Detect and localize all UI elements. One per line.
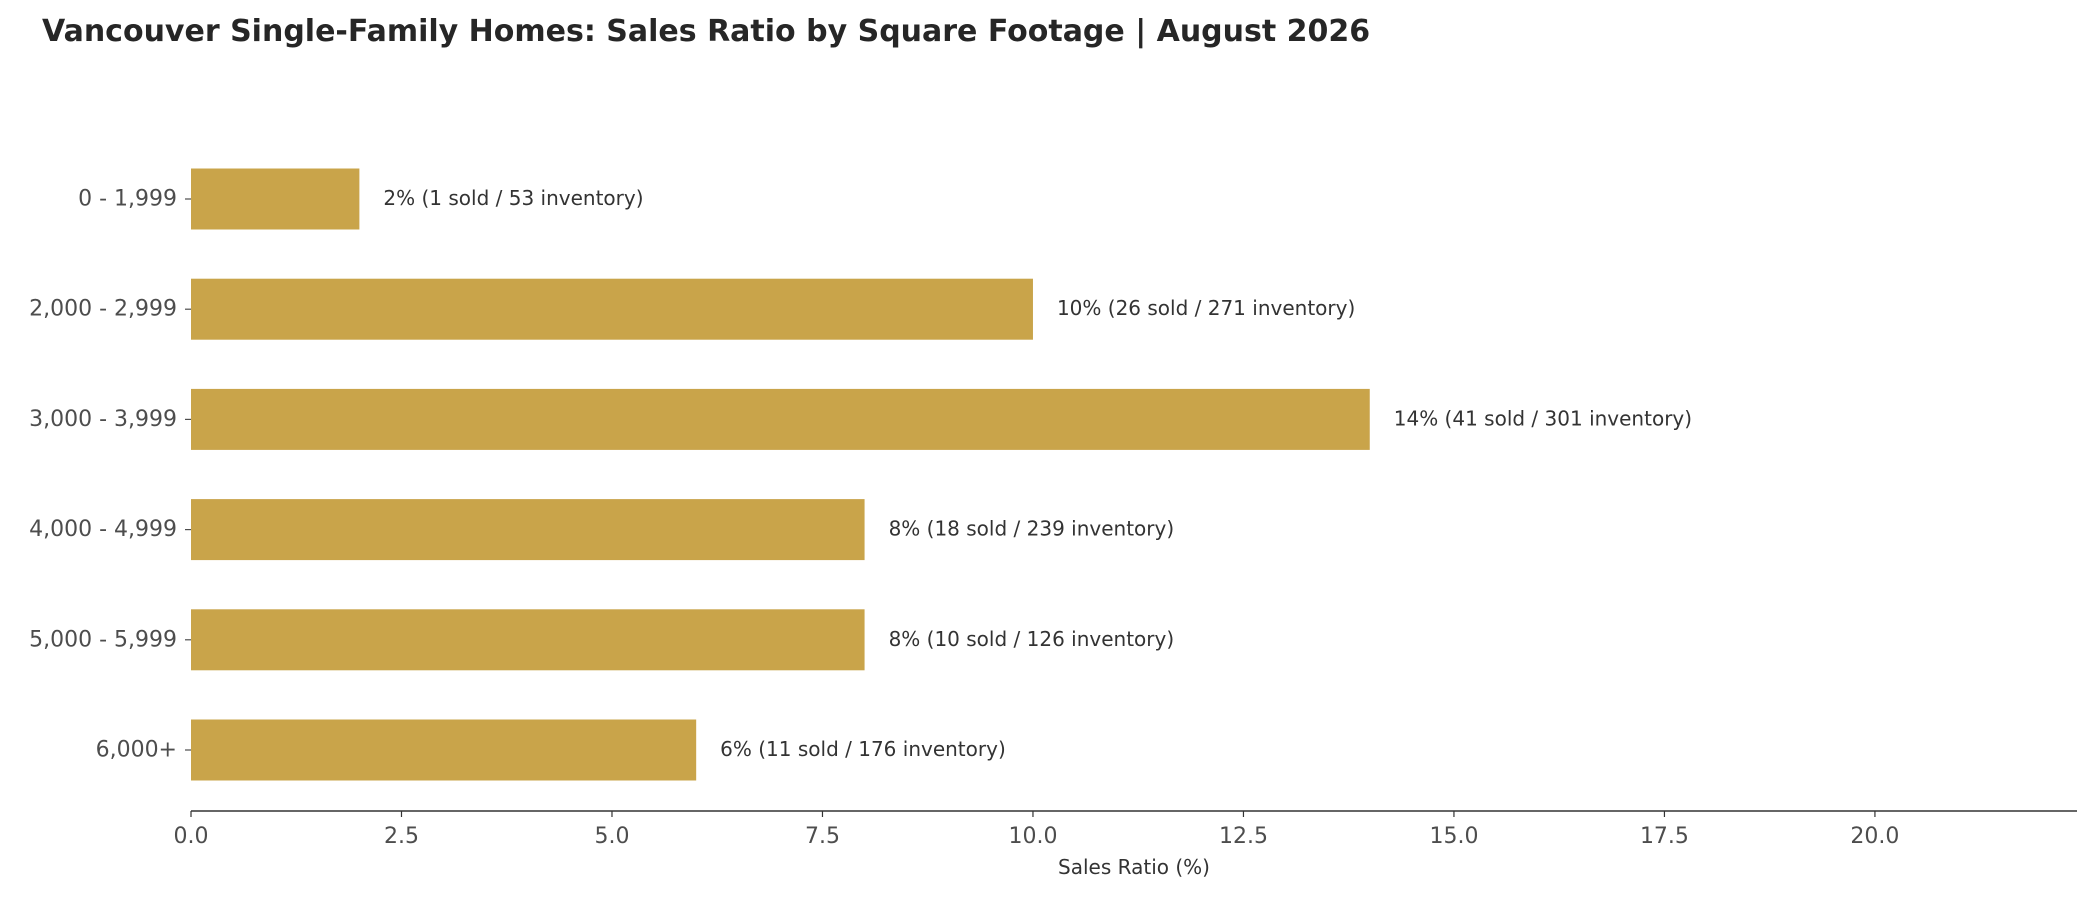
x-tick-label: 10.0 — [1008, 824, 1057, 849]
bar-0 — [191, 168, 360, 230]
x-tick-label: 20.0 — [1850, 824, 1899, 849]
data-labels: 2% (1 sold / 53 inventory) 10% (26 sold /… — [383, 186, 1692, 761]
y-tick-label: 6,000+ — [96, 738, 177, 763]
x-tick-label: 5.0 — [594, 824, 629, 849]
bar-3 — [191, 499, 865, 561]
x-tick-label: 17.5 — [1640, 824, 1689, 849]
x-tick-label: 15.0 — [1429, 824, 1478, 849]
x-tick-label: 0.0 — [174, 824, 209, 849]
y-tick-label: 0 - 1,999 — [78, 187, 177, 212]
bar-data-label: 8% (10 sold / 126 inventory) — [889, 627, 1175, 651]
y-tick-label: 2,000 - 2,999 — [29, 297, 177, 322]
x-axis-title: Sales Ratio (%) — [1058, 855, 1210, 879]
bar-data-label: 8% (18 sold / 239 inventory) — [889, 517, 1175, 541]
bar-data-label: 14% (41 sold / 301 inventory) — [1394, 406, 1692, 430]
x-tick-label: 2.5 — [384, 824, 419, 849]
bars-layer — [191, 168, 1370, 781]
y-tick-label: 3,000 - 3,999 — [29, 407, 177, 432]
x-tick-label: 12.5 — [1219, 824, 1268, 849]
bar-data-label: 2% (1 sold / 53 inventory) — [383, 186, 643, 210]
x-tick-label: 7.5 — [805, 824, 840, 849]
bar-data-label: 10% (26 sold / 271 inventory) — [1057, 296, 1355, 320]
bar-4 — [191, 609, 865, 671]
bar-2 — [191, 388, 1370, 450]
x-axis: 0.0 2.5 5.0 7.5 10.0 12.5 15.0 17.5 20.0 — [174, 810, 2077, 849]
y-tick-label: 5,000 - 5,999 — [29, 627, 177, 652]
bar-data-label: 6% (11 sold / 176 inventory) — [720, 737, 1006, 761]
bar-1 — [191, 278, 1033, 340]
y-axis-labels: 0 - 1,999 2,000 - 2,999 3,000 - 3,999 4,000… — [29, 187, 191, 763]
y-tick-label: 4,000 - 4,999 — [29, 517, 177, 542]
bar-5 — [191, 719, 697, 781]
chart-title: Vancouver Single-Family Homes: Sales Rat… — [42, 14, 1370, 49]
